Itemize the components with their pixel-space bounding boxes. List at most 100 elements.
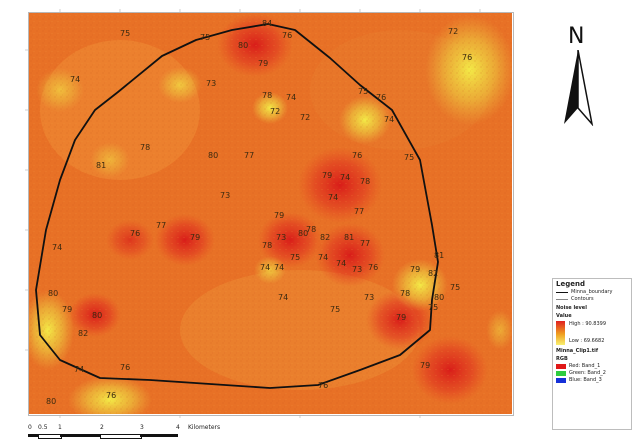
scale-seg: [38, 434, 62, 439]
contour-label: 76: [106, 391, 116, 400]
legend-contours-label: Contours: [571, 295, 594, 302]
scale-tick-2: 1: [58, 424, 62, 431]
scale-tick-4: 3: [140, 424, 144, 431]
contour-label: 74: [286, 93, 296, 102]
noise-raster: [29, 13, 512, 414]
legend-raster-heading: Minna_Clip1.tif: [556, 347, 599, 354]
contour-label: 78: [400, 289, 410, 298]
contour-label: 80: [298, 229, 308, 238]
contour-label: 74: [340, 173, 350, 182]
contour-label: 72: [448, 27, 458, 36]
contour-label: 77: [156, 221, 166, 230]
north-arrow-icon: [564, 50, 594, 126]
contour-label: 79: [274, 211, 284, 220]
legend-band-red-row: Red: Band_1: [553, 363, 631, 370]
contour-label: 77: [354, 207, 364, 216]
legend-low-label: Low : 69.6682: [569, 338, 605, 344]
contour-label: 75: [120, 29, 130, 38]
contour-label: 74: [336, 259, 346, 268]
contour-label: 75: [330, 305, 340, 314]
legend-ramp: High : 90.8399 Low : 69.6682: [553, 320, 631, 346]
contour-label: 82: [320, 233, 330, 242]
contour-label: 73: [276, 233, 286, 242]
contour-label: 79: [62, 305, 72, 314]
contour-label: 72: [300, 113, 310, 122]
contour-label: 75: [290, 253, 300, 262]
contour-label: 76: [130, 229, 140, 238]
contour-label: 79: [410, 265, 420, 274]
contour-label: 74: [318, 253, 328, 262]
contour-label: 84: [262, 19, 272, 28]
contour-label: 78: [140, 143, 150, 152]
contour-label: 74: [274, 263, 284, 272]
scale-bar: 0 0.5 1 2 3 4 Kilometers: [28, 424, 238, 440]
legend-high-label: High : 90.8399: [569, 320, 607, 327]
contour-label: 76: [462, 53, 472, 62]
contour-label: 77: [360, 239, 370, 248]
contour-label: 78: [360, 177, 370, 186]
legend-band-green-row: Green: Band_2: [553, 370, 631, 377]
contour-label: 76: [376, 93, 386, 102]
contour-label: 79: [258, 59, 268, 68]
legend-band-blue-row: Blue: Band_3: [553, 377, 631, 384]
minna-boundary: [35, 23, 439, 389]
scale-unit: Kilometers: [188, 424, 221, 431]
boundary-line-swatch: [556, 291, 568, 293]
contour-label: 73: [364, 293, 374, 302]
scale-tick-0: 0: [28, 424, 32, 431]
scale-seg: [28, 434, 38, 437]
legend-boundary-row: Minna_boundary: [553, 289, 631, 296]
scale-tick-1: 0.5: [38, 424, 48, 431]
contour-label: 81: [96, 161, 106, 170]
contour-label: 76: [318, 381, 328, 390]
contour-label: 79: [190, 233, 200, 242]
contour-label: 81: [434, 251, 444, 260]
legend-title: Legend: [556, 280, 585, 288]
contour-label: 74: [384, 115, 394, 124]
contour-label: 78: [262, 91, 272, 100]
north-label: N: [568, 24, 585, 49]
scale-tick-5: 4: [176, 424, 180, 431]
contour-label: 76: [352, 151, 362, 160]
legend-band-red-label: Red: Band_1: [569, 362, 601, 369]
scale-tick-3: 2: [100, 424, 104, 431]
contour-label: 81: [344, 233, 354, 242]
contour-label: 80: [208, 151, 218, 160]
legend-boundary-label: Minna_boundary: [571, 288, 613, 295]
contour-label: 74: [278, 293, 288, 302]
contour-label: 75: [358, 87, 368, 96]
contour-label: 79: [420, 361, 430, 370]
contour-label: 78: [262, 241, 272, 250]
contour-label: 76: [368, 263, 378, 272]
contour-label: 75: [428, 303, 438, 312]
scale-seg: [100, 434, 142, 439]
legend-band-blue-label: Blue: Band_3: [569, 376, 602, 383]
contour-label: 76: [120, 363, 130, 372]
contour-label: 74: [52, 243, 62, 252]
contour-label: 79: [396, 313, 406, 322]
contour-label: 75: [450, 283, 460, 292]
contour-label: 73: [206, 79, 216, 88]
contour-label: 74: [260, 263, 270, 272]
contour-label: 82: [78, 329, 88, 338]
band-green-swatch: [556, 370, 566, 376]
contour-label: 73: [220, 191, 230, 200]
legend-band-green-label: Green: Band_2: [569, 369, 606, 376]
contour-label: 80: [434, 293, 444, 302]
legend-value-heading: Value: [556, 313, 572, 319]
contour-label: 80: [48, 289, 58, 298]
contour-label: 79: [322, 171, 332, 180]
band-red-swatch: [556, 363, 566, 369]
contour-label: 74: [328, 193, 338, 202]
contour-label: 80: [92, 311, 102, 320]
frame-ticks: [25, 9, 481, 418]
contour-label: 75: [200, 33, 210, 42]
legend-contours-row: Contours: [553, 296, 631, 303]
contour-label: 80: [238, 41, 248, 50]
scale-seg: [60, 434, 100, 437]
contour-label: 72: [270, 107, 280, 116]
legend-noise-heading: Noise level: [556, 304, 587, 311]
contour-label: 74: [74, 365, 84, 374]
